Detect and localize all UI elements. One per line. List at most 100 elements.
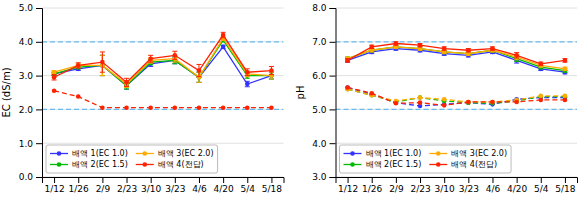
point [490, 100, 495, 105]
point [345, 58, 350, 63]
x-tick: 5/4 [241, 177, 256, 194]
x-tick: 1/26 [69, 177, 89, 194]
error-bar [490, 47, 495, 50]
error-bar [100, 52, 105, 72]
x-tick: 5/18 [262, 177, 282, 194]
series [345, 85, 567, 108]
error-bar [345, 59, 350, 62]
y-tick-label: 3.0 [312, 172, 327, 182]
y-axis: 0.01.02.03.04.05.0 [19, 3, 43, 182]
x-tick: 3/10 [141, 177, 161, 194]
panel: 3.04.05.06.07.08.01/121/262/92/233/103/2… [295, 3, 578, 194]
y-axis-title: EC (dS/m) [1, 67, 12, 117]
point [538, 61, 543, 66]
x-tick-label: 1/12 [44, 184, 64, 194]
y-axis: 3.04.05.06.07.08.0 [312, 3, 336, 182]
point [148, 56, 153, 61]
plot-area [42, 32, 284, 110]
legend-swatch-marker [142, 151, 147, 156]
error-bar [196, 64, 201, 76]
y-tick-label: 3.0 [19, 71, 34, 81]
y-tick-label: 7.0 [312, 37, 327, 47]
y-tick-mark [36, 8, 42, 9]
point [197, 105, 202, 110]
y-tick: 3.0 [312, 172, 335, 182]
y-axis-line [330, 9, 337, 178]
x-tick-mark [565, 177, 566, 183]
x-tick-mark [541, 177, 542, 183]
x-tick-mark [247, 177, 248, 183]
legend-item: 배액 1(EC 1.0) [50, 149, 128, 158]
series-line [54, 91, 271, 108]
error-bar [221, 45, 226, 48]
legend-item: 배액 3(EC 2.0) [429, 149, 507, 158]
y-tick: 5.0 [19, 3, 42, 13]
reference-line [336, 41, 578, 42]
y-tick-mark [36, 143, 42, 144]
error-bar [76, 63, 81, 68]
point [418, 95, 423, 100]
error-bar [418, 43, 423, 46]
point [100, 105, 105, 110]
point [52, 75, 57, 80]
point [269, 105, 274, 110]
y-tick-mark [330, 42, 336, 43]
x-tick-label: 5/4 [241, 184, 256, 194]
series-line [54, 40, 271, 86]
x-tick: 2/23 [117, 177, 137, 194]
x-tick: 3/10 [435, 177, 455, 194]
x-tick: 2/23 [410, 177, 430, 194]
x-tick: 2/9 [96, 177, 111, 194]
y-tick-label: 0.0 [19, 172, 34, 182]
x-tick-mark [271, 177, 272, 183]
x-tick-label: 5/18 [262, 184, 282, 194]
error-bar [562, 67, 567, 70]
x-tick: 4/20 [214, 177, 234, 194]
x-tick-mark [223, 177, 224, 183]
point [345, 85, 350, 90]
point [490, 100, 495, 105]
grid-line [42, 143, 284, 144]
error-bar [562, 59, 567, 62]
point [418, 100, 423, 105]
y-tick-mark [330, 143, 336, 144]
legend-item: 배액 4(전답) [429, 160, 497, 169]
x-tick-label: 4/20 [507, 184, 527, 194]
y-tick-mark [330, 76, 336, 77]
series [345, 41, 567, 66]
error-bar [172, 51, 177, 59]
point [345, 58, 350, 63]
legend-box [46, 145, 218, 173]
y-tick-mark [330, 8, 336, 9]
x-tick-mark [420, 177, 421, 183]
x-tick-label: 5/18 [555, 184, 575, 194]
chart-root: 0.01.02.03.04.05.01/12 1/26 2/9 2/23 3/10 3/2… [0, 0, 587, 197]
point [538, 98, 543, 103]
y-tick: 8.0 [312, 3, 335, 13]
legend-item: 배액 3(EC 2.0) [136, 149, 214, 158]
x-tick-label: 2/23 [117, 184, 137, 194]
x-axis-line [43, 178, 285, 184]
series [345, 46, 567, 74]
grid-line [42, 41, 284, 42]
x-tick: 2/9 [389, 177, 404, 194]
x-tick-mark [517, 177, 518, 183]
x-tick: 1/26 [362, 177, 382, 194]
legend-swatch-marker [142, 162, 147, 167]
point [173, 53, 178, 58]
x-tick-label: 3/23 [459, 184, 479, 194]
x-tick: 4/6 [192, 177, 207, 194]
x-tick: 4/20 [507, 177, 527, 194]
legend-item: 배액 4(전답) [136, 160, 204, 169]
point [369, 91, 374, 96]
point [345, 85, 350, 90]
point [369, 45, 374, 50]
point [124, 80, 129, 85]
grid-line [336, 41, 578, 42]
x-tick-label: 4/20 [214, 184, 234, 194]
point [466, 100, 471, 105]
error-bar [245, 81, 250, 86]
legend-swatch-marker [57, 151, 62, 156]
x-tick-mark [492, 177, 493, 183]
point [52, 70, 57, 75]
